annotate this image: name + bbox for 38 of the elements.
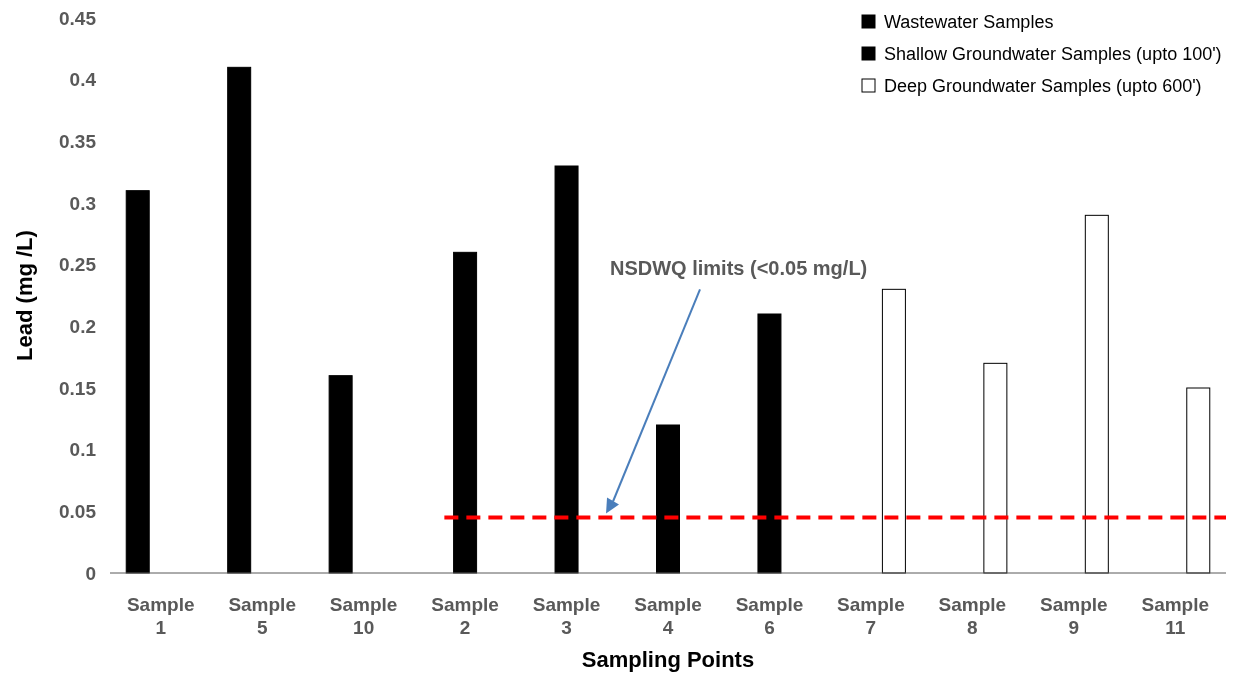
y-tick-label: 0.05 xyxy=(59,500,97,522)
x-tick-label: Sample 9 xyxy=(1040,594,1108,638)
legend-label: Deep Groundwater Samples (upto 600') xyxy=(884,76,1202,97)
x-tick-label: Sample 2 xyxy=(431,594,499,638)
bar xyxy=(554,165,579,574)
y-tick-label: 0.25 xyxy=(59,254,97,276)
bar xyxy=(125,190,150,574)
legend-label: Wastewater Samples xyxy=(884,12,1054,33)
bar xyxy=(227,66,252,574)
legend-label: Shallow Groundwater Samples (upto 100') xyxy=(884,44,1222,65)
bar xyxy=(328,375,353,574)
x-tick-label: Sample 7 xyxy=(837,594,905,638)
y-tick-label: 0 xyxy=(85,562,96,584)
x-tick-label: Sample 3 xyxy=(532,594,601,638)
bar xyxy=(1084,214,1109,574)
annotation: NSDWQ limits (<0.05 mg/L) xyxy=(610,256,868,279)
y-tick-label: 0.2 xyxy=(69,315,96,337)
bar xyxy=(453,251,478,574)
x-tick-label: Sample 10 xyxy=(329,594,398,638)
x-tick-label: Sample 8 xyxy=(938,594,1007,638)
y-tick-label: 0.35 xyxy=(59,130,97,152)
y-tick-label: 0.15 xyxy=(59,377,97,399)
bar xyxy=(1186,387,1211,574)
x-tick-label: Sample 1 xyxy=(126,594,195,638)
bar xyxy=(656,424,680,574)
y-axis-title: Lead (mg /L) xyxy=(12,230,37,361)
y-tick-label: 0.45 xyxy=(59,7,97,29)
x-axis-title: Sampling Points xyxy=(581,647,755,672)
x-tick-label: Sample 4 xyxy=(634,594,702,638)
bar xyxy=(881,288,906,574)
x-tick-label: Sample 11 xyxy=(1141,594,1210,638)
bar xyxy=(757,313,782,574)
bar xyxy=(983,362,1008,574)
y-tick-label: 0.4 xyxy=(69,69,97,91)
y-tick-label: 0.3 xyxy=(69,192,96,214)
x-tick-label: Sample 5 xyxy=(228,594,296,638)
y-tick-label: 0.1 xyxy=(69,439,97,461)
x-tick-label: Sample 6 xyxy=(735,594,804,638)
